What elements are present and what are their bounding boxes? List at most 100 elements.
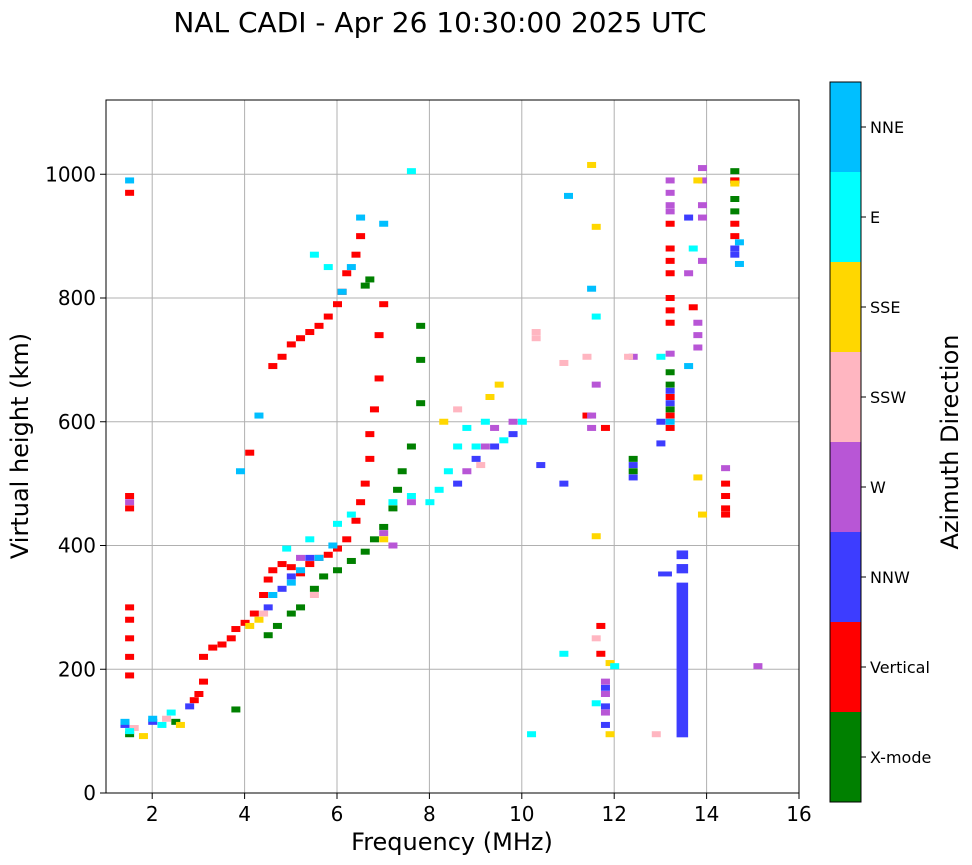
data-point bbox=[379, 536, 389, 543]
data-point bbox=[249, 610, 259, 617]
data-point bbox=[166, 709, 176, 716]
data-point bbox=[356, 214, 366, 221]
data-point bbox=[665, 350, 675, 357]
data-point bbox=[388, 542, 398, 549]
colorbar-frame bbox=[829, 81, 862, 803]
data-point bbox=[596, 622, 606, 629]
data-point bbox=[125, 653, 135, 660]
data-point bbox=[651, 731, 661, 738]
data-point bbox=[439, 418, 449, 425]
data-point bbox=[175, 721, 185, 728]
data-point bbox=[263, 604, 273, 611]
x-tick-label: 14 bbox=[694, 802, 719, 826]
data-point bbox=[360, 548, 370, 555]
data-point bbox=[254, 616, 264, 623]
colorbar-category-label: SSE bbox=[870, 298, 900, 317]
data-point bbox=[148, 718, 158, 725]
data-point bbox=[356, 233, 366, 240]
data-point bbox=[600, 684, 610, 691]
data-point bbox=[453, 443, 463, 450]
data-point bbox=[559, 359, 569, 366]
colorbar-swatch bbox=[830, 712, 861, 802]
data-point bbox=[351, 517, 361, 524]
data-point bbox=[346, 264, 356, 271]
data-point bbox=[730, 251, 740, 258]
x-tick-label: 4 bbox=[238, 802, 251, 826]
data-point bbox=[684, 363, 694, 370]
data-point bbox=[231, 626, 241, 633]
data-point bbox=[356, 499, 366, 506]
data-point bbox=[333, 545, 342, 552]
data-point bbox=[342, 270, 352, 277]
data-point bbox=[125, 177, 135, 184]
data-point bbox=[596, 650, 606, 657]
data-point bbox=[665, 270, 675, 277]
data-point bbox=[129, 725, 139, 732]
data-point bbox=[676, 582, 689, 738]
data-point bbox=[721, 465, 731, 472]
data-point bbox=[531, 329, 541, 336]
data-point bbox=[665, 369, 675, 376]
data-point bbox=[665, 387, 675, 394]
data-point bbox=[379, 523, 389, 530]
data-point bbox=[656, 353, 666, 360]
data-point bbox=[245, 622, 255, 629]
data-point bbox=[499, 437, 509, 444]
data-point bbox=[157, 721, 167, 728]
data-point bbox=[259, 610, 269, 617]
data-point bbox=[665, 220, 675, 227]
data-point bbox=[494, 381, 504, 388]
data-point bbox=[591, 313, 601, 320]
data-point bbox=[730, 196, 740, 202]
data-point bbox=[254, 412, 264, 419]
data-point bbox=[730, 233, 740, 240]
data-point bbox=[628, 462, 638, 469]
data-point bbox=[656, 418, 666, 425]
data-point bbox=[346, 511, 356, 518]
data-marks bbox=[120, 161, 763, 740]
data-point bbox=[231, 706, 241, 713]
data-point bbox=[171, 718, 181, 725]
data-point bbox=[120, 718, 130, 725]
data-point bbox=[665, 208, 675, 215]
data-point bbox=[323, 313, 333, 320]
data-point bbox=[379, 220, 389, 227]
colorbar-swatch bbox=[830, 172, 861, 262]
data-point bbox=[628, 455, 638, 462]
data-point bbox=[559, 650, 569, 657]
data-point bbox=[199, 678, 209, 685]
data-point bbox=[665, 177, 675, 184]
colorbar: X-mode Vertical NNW W SSW SSE E NNE bbox=[829, 81, 931, 803]
data-point bbox=[365, 455, 375, 462]
data-point bbox=[245, 449, 255, 456]
data-point bbox=[286, 564, 296, 571]
data-point bbox=[296, 604, 306, 611]
data-point bbox=[624, 353, 634, 360]
data-point bbox=[240, 619, 250, 626]
x-tick-label: 8 bbox=[423, 802, 436, 826]
plot-frame bbox=[105, 99, 800, 794]
colorbar-swatch bbox=[830, 82, 861, 172]
data-point bbox=[490, 424, 500, 431]
x-axis-ticks: 2 4 6 8 10 12 14 16 bbox=[146, 793, 812, 826]
data-point bbox=[323, 264, 333, 271]
data-point bbox=[277, 585, 287, 592]
data-point bbox=[591, 635, 601, 642]
data-point bbox=[443, 468, 453, 475]
grid bbox=[106, 100, 800, 794]
data-point bbox=[665, 295, 675, 301]
data-point bbox=[665, 394, 675, 400]
data-point bbox=[676, 550, 689, 560]
colorbar-swatch bbox=[830, 532, 861, 622]
colorbar-swatch bbox=[830, 622, 861, 712]
data-point bbox=[476, 462, 486, 469]
data-point bbox=[416, 356, 426, 363]
chart-title: NAL CADI - Apr 26 10:30:00 2025 UTC bbox=[173, 6, 706, 39]
data-point bbox=[730, 220, 740, 227]
data-point bbox=[591, 700, 601, 707]
data-point bbox=[610, 663, 620, 670]
data-point bbox=[333, 301, 342, 308]
data-point bbox=[333, 520, 342, 527]
data-point bbox=[697, 177, 707, 184]
data-point bbox=[296, 554, 306, 561]
